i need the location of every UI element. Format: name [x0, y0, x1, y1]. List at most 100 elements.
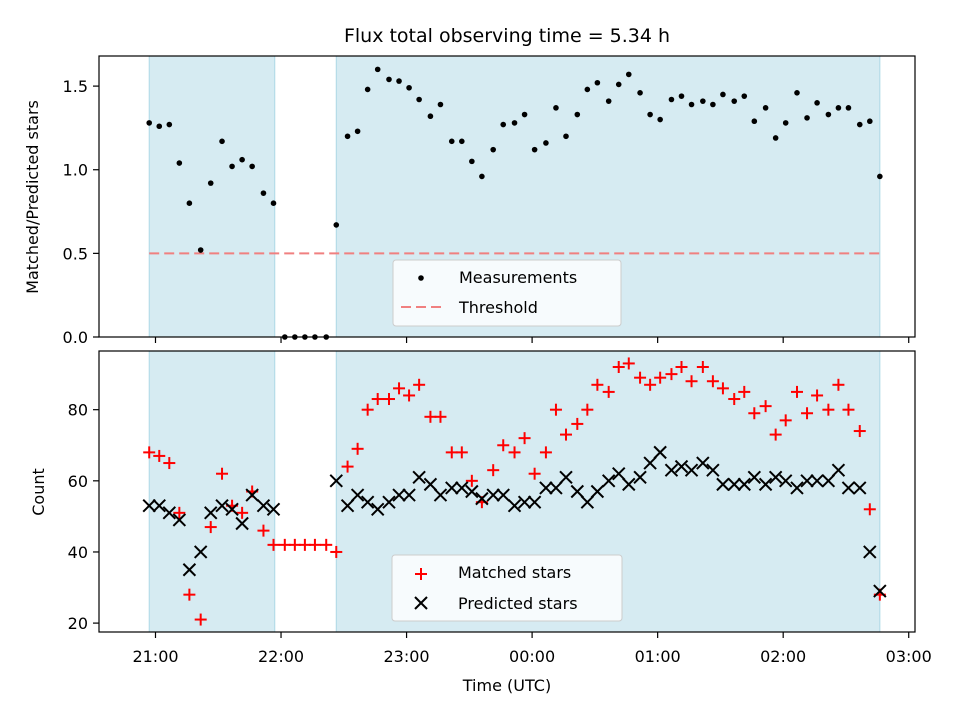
measurement-point	[146, 120, 153, 126]
threshold-legend-label: Threshold	[458, 298, 538, 317]
matched-star-point	[341, 460, 354, 473]
ratio-legend: Measurements Threshold	[392, 259, 622, 327]
matched-star-point	[518, 432, 531, 445]
matched-star-point	[298, 538, 311, 551]
matched-star-point	[204, 521, 217, 534]
measurement-points	[146, 66, 883, 340]
predicted-star-point	[182, 563, 197, 577]
matched-star-point	[822, 403, 835, 416]
y-tick-label: 1.5	[63, 77, 88, 96]
matched-star-point	[173, 506, 186, 519]
ratio-legend-box	[392, 259, 622, 327]
predicted-star-point	[831, 463, 846, 477]
matched-star-point	[549, 403, 562, 416]
predicted-star-point	[204, 506, 218, 520]
matched-star-point	[508, 446, 521, 459]
predicted-star-point	[800, 474, 814, 488]
predicted-star-point	[778, 474, 793, 488]
matched-star-point	[665, 368, 678, 381]
measurement-point	[782, 120, 789, 126]
y-tick-label: 20	[68, 614, 88, 633]
matched-star-point	[183, 588, 196, 601]
measurement-point	[710, 101, 716, 108]
matched-star-point	[308, 538, 321, 551]
predicted-star-point	[863, 545, 877, 559]
count-y-axis-label: Count	[29, 468, 48, 516]
x-tick-label: 02:00	[760, 647, 806, 666]
measurement-point	[825, 111, 832, 118]
measurement-point	[678, 93, 685, 99]
y-tick-label: 80	[68, 401, 88, 420]
predicted-star-point	[412, 470, 426, 484]
predicted-star-point	[370, 502, 385, 516]
predicted-star-point	[266, 502, 281, 516]
measurement-point	[511, 120, 518, 126]
measurement-point	[207, 180, 214, 186]
matched-star-point	[487, 464, 500, 477]
predicted-star-point	[475, 491, 489, 506]
measurement-point	[877, 173, 883, 180]
predicted-star-point	[392, 488, 406, 502]
measurement-point	[553, 105, 559, 111]
matched-star-point	[863, 503, 876, 516]
predicted-star-point	[360, 495, 375, 509]
predicted-star-point	[256, 499, 271, 513]
measurement-point	[219, 138, 225, 145]
measurement-point	[386, 76, 392, 83]
matched-star-point	[278, 538, 291, 551]
matched-star-point	[842, 403, 855, 416]
predicted-star-point	[747, 470, 762, 484]
predicted-star-point	[853, 481, 867, 495]
measurement-point	[625, 71, 632, 78]
matched-star-point	[738, 385, 751, 398]
predicted-star-point	[152, 499, 166, 513]
measurement-point	[751, 118, 758, 125]
predicted-star-point	[758, 477, 773, 492]
matched-star-point	[445, 446, 458, 459]
predicted-star-point	[455, 481, 469, 495]
matched-star-point	[143, 446, 156, 459]
measurement-point	[333, 222, 340, 228]
measurement-point	[605, 98, 612, 104]
ratio-y-axis-label: Matched/Predicted stars	[23, 100, 42, 294]
ratio-y-ticks: 0.0 0.5 1.0 1.5	[63, 77, 99, 347]
measurement-point	[479, 173, 485, 180]
chart-title: Flux total observing time = 5.34 h	[344, 25, 670, 47]
predicted-star-point	[245, 488, 259, 502]
predicted-star-point	[684, 463, 699, 477]
measurement-point	[270, 200, 277, 206]
matched-star-point	[528, 467, 541, 480]
matched-star-point	[320, 538, 333, 551]
measurement-point	[166, 121, 173, 128]
matched-star-point	[560, 428, 573, 441]
predicted-star-point	[445, 481, 459, 495]
predicted-legend-marker	[414, 596, 428, 610]
measurement-point	[500, 121, 507, 128]
x-tick-label: 00:00	[509, 647, 555, 666]
measurements-legend-label: Measurements	[459, 268, 577, 287]
matched-star-point	[330, 545, 343, 558]
predicted-star-point	[517, 495, 532, 509]
x-tick-label: 01:00	[635, 647, 681, 666]
y-tick-label: 0.5	[63, 244, 88, 263]
matched-star-point	[748, 407, 761, 420]
measurements-legend-marker	[418, 275, 424, 281]
measurement-point	[490, 146, 496, 153]
predicted-star-point	[622, 477, 636, 492]
matched-star-point	[413, 378, 426, 391]
predicted-star-point	[737, 477, 751, 492]
measurement-point	[406, 84, 412, 91]
matched-star-point	[371, 393, 384, 406]
ratio-axes-frame	[98, 55, 916, 338]
matched-star-point	[685, 375, 698, 388]
measurement-point	[416, 96, 422, 103]
x-tick-label: 23:00	[384, 647, 430, 666]
matched-star-point	[591, 378, 604, 391]
measurement-point	[845, 105, 852, 111]
predicted-star-point	[768, 470, 783, 484]
matched-star-point	[801, 407, 814, 420]
predicted-star-point	[674, 459, 689, 474]
count-legend: Matched stars Predicted stars	[391, 554, 623, 622]
measurement-point	[364, 86, 371, 93]
predicted-star-point	[527, 495, 542, 509]
